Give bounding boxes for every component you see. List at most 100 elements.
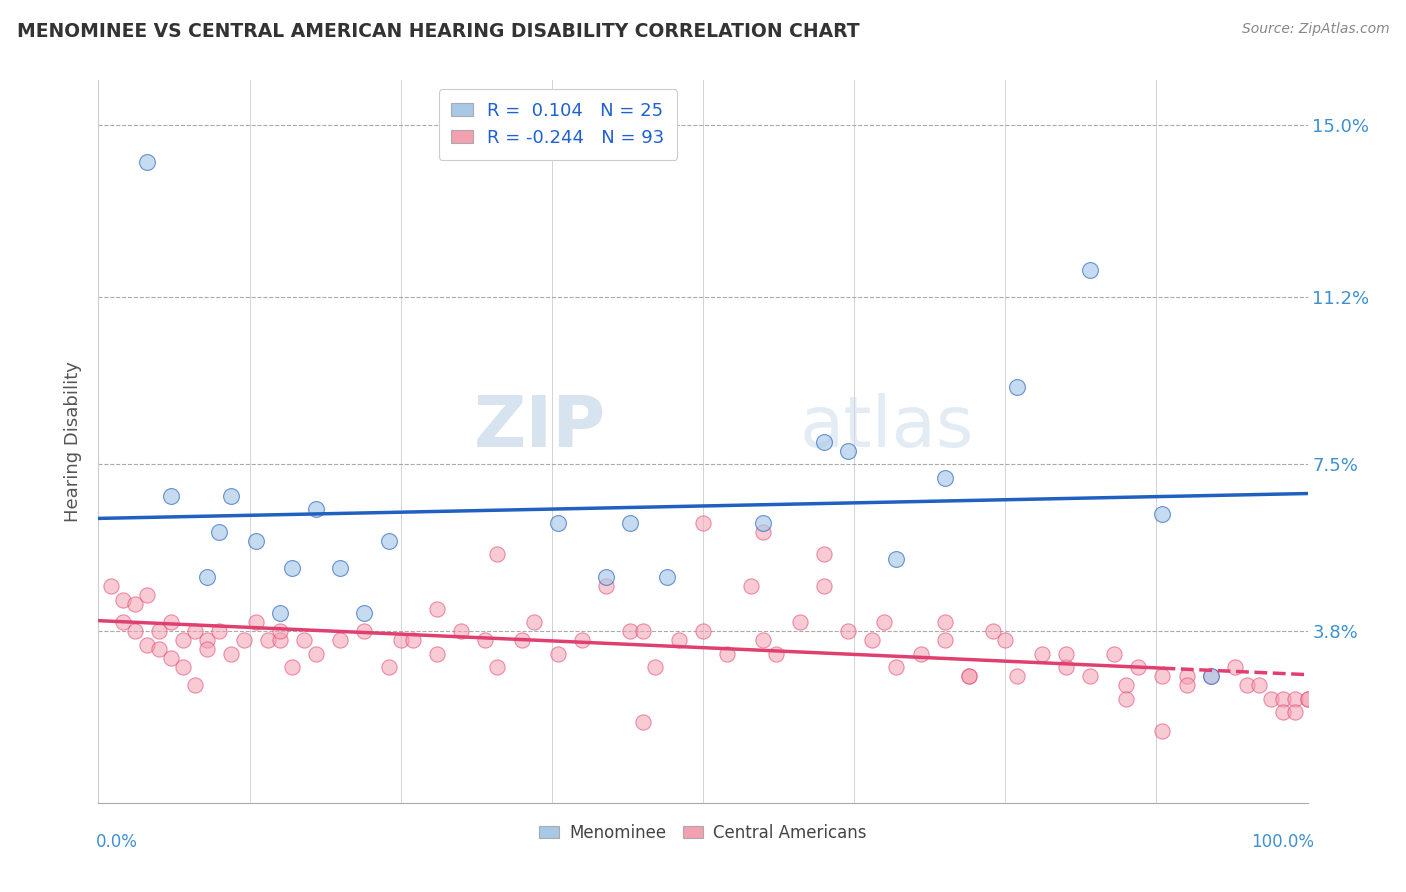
Point [305,502,328,516]
Point [160,615,183,630]
Point [100,579,122,593]
Point [1115,692,1137,706]
Point [389,633,412,648]
Point [269,606,291,620]
Point [619,516,641,530]
Point [245,615,267,630]
Point [1175,678,1198,692]
Point [195,642,218,657]
Point [716,647,738,661]
Point [1284,692,1306,706]
Point [148,624,170,639]
Point [1260,692,1282,706]
Point [208,524,231,539]
Point [752,633,775,648]
Point [740,579,762,593]
Point [184,624,207,639]
Point [1272,692,1295,706]
Point [813,579,835,593]
Text: atlas: atlas [800,392,974,461]
Text: Source: ZipAtlas.com: Source: ZipAtlas.com [1241,22,1389,37]
Point [1199,669,1222,683]
Point [668,633,690,648]
Point [837,443,859,458]
Point [245,533,267,548]
Point [595,579,617,593]
Point [135,638,157,652]
Point [148,642,170,657]
Point [232,633,254,648]
Point [910,647,932,661]
Legend: Menominee, Central Americans: Menominee, Central Americans [533,817,873,848]
Point [752,524,775,539]
Point [1296,692,1319,706]
Point [957,669,980,683]
Point [474,633,496,648]
Point [292,633,315,648]
Point [957,669,980,683]
Point [1272,706,1295,720]
Point [184,678,207,692]
Point [450,624,472,639]
Point [1152,723,1174,738]
Point [486,660,509,674]
Point [765,647,787,661]
Point [402,633,425,648]
Point [1284,706,1306,720]
Point [135,588,157,602]
Point [644,660,666,674]
Point [619,624,641,639]
Point [281,660,304,674]
Point [1223,660,1246,674]
Point [981,624,1004,639]
Point [692,516,714,530]
Point [221,647,243,661]
Point [208,624,231,639]
Point [269,624,291,639]
Point [631,714,654,729]
Point [305,647,328,661]
Point [160,489,183,503]
Point [886,660,908,674]
Point [571,633,593,648]
Point [281,561,304,575]
Point [994,633,1017,648]
Point [329,633,352,648]
Point [172,633,194,648]
Point [124,597,146,611]
Point [813,548,835,562]
Point [135,154,157,169]
Point [377,660,399,674]
Point [1078,263,1101,277]
Point [547,516,569,530]
Point [124,624,146,639]
Point [692,624,714,639]
Point [160,651,183,665]
Point [329,561,352,575]
Point [111,592,134,607]
Point [1175,669,1198,683]
Point [789,615,811,630]
Point [426,647,449,661]
Point [1236,678,1258,692]
Point [221,489,243,503]
Point [353,624,375,639]
Point [269,633,291,648]
Point [1102,647,1125,661]
Text: 0.0%: 0.0% [96,833,138,851]
Point [1007,380,1029,394]
Point [172,660,194,674]
Point [1199,669,1222,683]
Point [426,601,449,615]
Point [1296,692,1319,706]
Point [1152,669,1174,683]
Point [631,624,654,639]
Point [595,570,617,584]
Point [837,624,859,639]
Point [1054,660,1077,674]
Text: MENOMINEE VS CENTRAL AMERICAN HEARING DISABILITY CORRELATION CHART: MENOMINEE VS CENTRAL AMERICAN HEARING DI… [17,22,859,41]
Point [111,615,134,630]
Point [886,552,908,566]
Point [860,633,883,648]
Point [523,615,546,630]
